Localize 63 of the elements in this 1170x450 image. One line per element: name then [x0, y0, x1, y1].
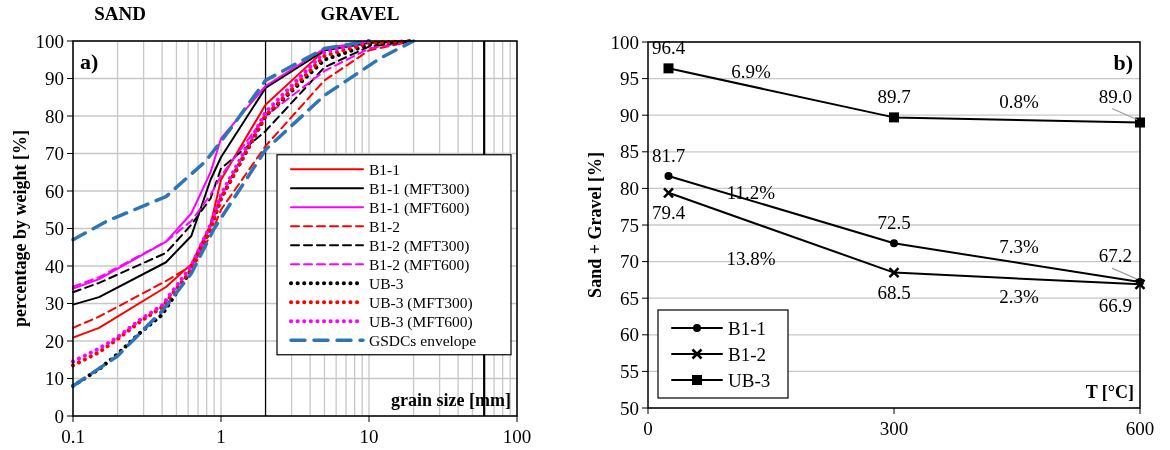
legend-label: B1-2 (MFT300) — [369, 236, 470, 255]
annotation: b) — [1113, 50, 1133, 75]
y-tick-label: 60 — [620, 324, 639, 346]
data-label: 79.4 — [651, 201, 686, 223]
y-tick-label: 90 — [620, 104, 639, 126]
data-label: 68.5 — [877, 281, 911, 303]
y-tick-label: 90 — [45, 68, 64, 89]
annotation: 6.9% — [731, 61, 771, 82]
y-tick-label: 50 — [45, 218, 64, 239]
legend-label: B1-2 (MFT600) — [369, 255, 470, 274]
x-tick-label: 600 — [1125, 418, 1155, 439]
text: SAND — [94, 3, 146, 24]
x-tick-label: 300 — [879, 418, 909, 439]
y-tick-label: 95 — [620, 68, 639, 90]
data-label: 96.4 — [651, 37, 686, 59]
y-tick-label: 100 — [610, 31, 639, 53]
data-label: 81.7 — [651, 144, 686, 166]
legend-label: UB-3 (MFT600) — [369, 312, 473, 331]
legend-label: GSDCs envelope — [369, 331, 477, 349]
x-tick-label: 10 — [359, 426, 379, 447]
annotation: 13.8% — [726, 248, 776, 269]
y-tick-label: 100 — [35, 30, 64, 52]
y-tick-label: 10 — [45, 368, 64, 389]
x-tick-label: 0 — [643, 418, 653, 439]
data-label: 72.5 — [877, 212, 911, 234]
x-axis-title: T [°C] — [1085, 382, 1134, 402]
y-axis-title: Sand + Gravel [%] — [585, 152, 605, 298]
y-tick-label: 20 — [45, 330, 64, 352]
legend-label: B1-1 — [369, 160, 400, 178]
text: GRAVEL — [320, 3, 400, 24]
x-tick-label: 1 — [216, 426, 226, 447]
annotation: 0.8% — [999, 91, 1039, 112]
y-tick-label: 85 — [620, 141, 639, 163]
y-tick-label: 30 — [45, 293, 64, 314]
legend-label: B1-1 (MFT300) — [369, 179, 470, 198]
y-tick-label: 80 — [45, 105, 64, 127]
legend-label: B1-1 (MFT600) — [369, 198, 470, 217]
data-label: 66.9 — [1098, 295, 1132, 317]
legend-label: UB-3 — [369, 274, 404, 292]
legend-label: UB-3 (MFT300) — [369, 293, 473, 312]
y-tick-label: 70 — [620, 251, 639, 273]
x-tick-label: 0.1 — [61, 426, 85, 447]
y-tick-label: 40 — [45, 255, 64, 277]
annotation: 11.2% — [726, 182, 776, 203]
x-tick-label: 100 — [502, 426, 532, 447]
data-label: 89.7 — [877, 86, 911, 108]
legend-label: B1-2 — [728, 343, 766, 365]
y-tick-label: 70 — [45, 143, 64, 164]
data-label: 67.2 — [1098, 245, 1132, 267]
y-axis-title: percentage by weight [%] — [10, 129, 30, 328]
data-label: 89.0 — [1098, 85, 1132, 107]
y-tick-label: 80 — [620, 177, 639, 199]
y-tick-label: 65 — [620, 287, 639, 309]
legend-label: B1-2 — [369, 217, 400, 235]
legend-label: UB-3 — [728, 369, 771, 391]
legend-label: B1-1 — [728, 317, 766, 339]
y-tick-label: 60 — [45, 180, 64, 202]
y-tick-label: 55 — [620, 360, 639, 382]
annotation: 2.3% — [999, 286, 1039, 307]
y-tick-label: 50 — [620, 397, 639, 419]
annotation: a) — [80, 49, 99, 74]
annotation: 7.3% — [999, 236, 1039, 257]
y-tick-label: 75 — [620, 214, 639, 236]
